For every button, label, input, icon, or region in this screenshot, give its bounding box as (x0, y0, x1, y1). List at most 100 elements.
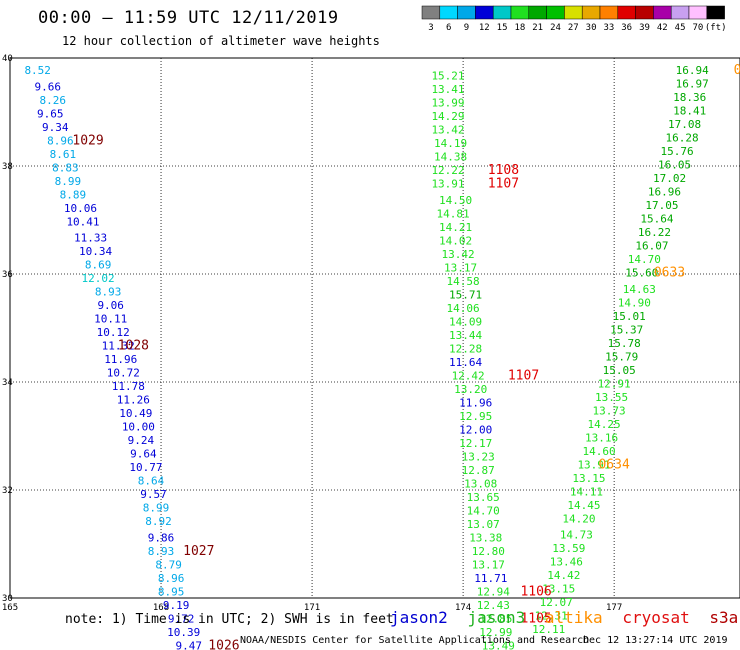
swh-value: 16.07 (635, 240, 668, 253)
swh-value: 9.06 (97, 299, 124, 312)
swh-value: 14.19 (434, 137, 467, 150)
swh-value: 14.06 (447, 302, 480, 315)
swh-value: 16.22 (638, 226, 671, 239)
satellite-jason2: jason2 (390, 608, 448, 627)
swh-value: 14.63 (623, 283, 656, 296)
swh-value: 10.41 (66, 215, 99, 228)
swh-value: 9.57 (140, 488, 167, 501)
x-tick-label: 168 (153, 603, 169, 613)
swh-value: 14.21 (439, 221, 472, 234)
swh-value: 8.26 (40, 94, 67, 107)
color-scale-label: 70 (692, 23, 703, 33)
time-label: 1105 (520, 611, 551, 626)
color-scale-label: (ft) (705, 23, 727, 33)
swh-value: 9.72 (168, 612, 195, 625)
swh-value: 14.81 (436, 207, 469, 220)
swh-value: 10.11 (94, 313, 127, 326)
swh-value: 16.94 (676, 64, 709, 77)
swh-value: 12.02 (82, 272, 115, 285)
time-label: 1029 (72, 133, 103, 148)
swh-value: 14.45 (567, 499, 600, 512)
swh-value: 12.91 (598, 377, 631, 390)
swh-value: 14.09 (449, 315, 482, 328)
color-scale-swatch (599, 5, 619, 20)
swh-value: 13.15 (542, 583, 575, 596)
swh-value: 13.55 (595, 391, 628, 404)
swh-value: 9.34 (42, 121, 69, 134)
time-label: 1107 (508, 368, 539, 383)
swh-value: 10.49 (119, 407, 152, 420)
swh-value: 8.52 (24, 64, 51, 77)
swh-value: 14.20 (562, 512, 595, 525)
swh-value: 13.42 (442, 248, 475, 261)
color-scale-label: 6 (446, 23, 451, 33)
time-label: 1107 (488, 177, 519, 192)
time-label: 1026 (208, 638, 239, 650)
color-scale-label: 3 (428, 23, 433, 33)
swh-value: 12.95 (459, 410, 492, 423)
swh-value: 10.34 (79, 245, 112, 258)
time-label: 0 (734, 63, 740, 78)
swh-value: 10.77 (129, 461, 162, 474)
swh-value: 13.49 (482, 639, 515, 650)
swh-value: 16.05 (658, 159, 691, 172)
x-tick-label: 165 (2, 603, 18, 613)
color-scale-label: 18 (514, 23, 525, 33)
swh-value: 14.70 (628, 253, 661, 266)
color-scale-swatch (581, 5, 601, 20)
swh-value: 10.39 (167, 626, 200, 639)
page-title: 00:00 – 11:59 UTC 12/11/2019 (38, 8, 339, 28)
swh-value: 11.96 (104, 353, 137, 366)
swh-value: 15.71 (449, 288, 482, 301)
swh-value: 13.44 (449, 329, 482, 342)
swh-value: 18.41 (673, 105, 706, 118)
swh-value: 14.29 (431, 110, 464, 123)
swh-value: 13.91 (577, 458, 610, 471)
swh-value: 15.79 (605, 350, 638, 363)
swh-value: 8.95 (158, 585, 185, 598)
color-scale-swatch (688, 5, 708, 20)
swh-value: 9.24 (128, 434, 155, 447)
satellite-legend: jason2 jason3 altika cryosat s3a (390, 608, 740, 627)
swh-value: 11.71 (474, 572, 507, 585)
swh-value: 13.23 (462, 450, 495, 463)
swh-value: 13.59 (552, 542, 585, 555)
swh-value: 13.65 (467, 491, 500, 504)
swh-value: 11.26 (117, 394, 150, 407)
color-scale-label: 27 (568, 23, 579, 33)
swh-value: 12.43 (477, 599, 510, 612)
swh-value: 13.15 (572, 472, 605, 485)
swh-value: 12.22 (431, 164, 464, 177)
color-scale-label: 9 (464, 23, 469, 33)
color-scale-swatch (670, 5, 690, 20)
swh-value: 13.91 (431, 178, 464, 191)
color-scale-swatch (653, 5, 672, 20)
y-tick-label: 40 (2, 54, 13, 64)
color-scale-label: 24 (550, 23, 561, 33)
color-scale-label: 36 (621, 23, 632, 33)
swh-value: 13.38 (469, 531, 502, 544)
color-scale-label: 45 (675, 23, 686, 33)
swh-value: 8.96 (47, 134, 74, 147)
swh-value: 10.12 (97, 326, 130, 339)
color-scale-label: 39 (639, 23, 650, 33)
swh-value: 12.00 (459, 423, 492, 436)
color-scale-swatch (492, 5, 512, 20)
swh-value: 9.47 (175, 639, 202, 650)
swh-value: 11.96 (459, 396, 492, 409)
swh-value: 13.07 (467, 518, 500, 531)
y-tick-label: 34 (2, 378, 13, 388)
swh-value: 12.28 (449, 342, 482, 355)
time-label: 1027 (183, 544, 214, 559)
swh-value: 12.94 (477, 585, 510, 598)
swh-value: 8.93 (95, 286, 122, 299)
swh-value: 13.41 (431, 83, 464, 96)
swh-value: 16.96 (648, 186, 681, 199)
swh-value: 13.46 (550, 556, 583, 569)
swh-value: 11.33 (74, 232, 107, 245)
color-scale-label: 30 (586, 23, 597, 33)
swh-value: 12.31 (535, 610, 568, 623)
swh-value: 10.72 (107, 367, 140, 380)
swh-value: 17.02 (653, 172, 686, 185)
